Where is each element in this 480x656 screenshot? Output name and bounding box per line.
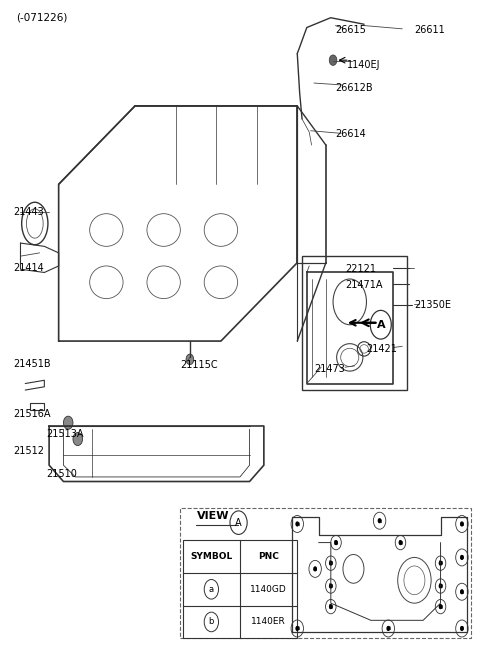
Text: VIEW: VIEW bbox=[197, 511, 229, 521]
Text: 21512: 21512 bbox=[13, 446, 44, 456]
Text: b: b bbox=[438, 583, 443, 589]
Circle shape bbox=[295, 626, 299, 631]
Text: 21350E: 21350E bbox=[414, 300, 451, 310]
Circle shape bbox=[295, 522, 299, 527]
Text: PNC: PNC bbox=[258, 552, 279, 561]
Circle shape bbox=[439, 604, 443, 609]
Text: 21443: 21443 bbox=[13, 207, 44, 216]
Circle shape bbox=[329, 55, 337, 66]
Text: 21421: 21421 bbox=[366, 344, 397, 354]
Text: 21516A: 21516A bbox=[13, 409, 51, 419]
Text: 1140ER: 1140ER bbox=[251, 617, 286, 626]
Text: a: a bbox=[460, 554, 464, 560]
Text: a: a bbox=[460, 521, 464, 527]
Text: b: b bbox=[398, 540, 403, 546]
Circle shape bbox=[460, 626, 464, 631]
Text: a: a bbox=[460, 588, 464, 595]
Circle shape bbox=[439, 560, 443, 565]
Bar bbox=[183, 541, 297, 638]
Text: b: b bbox=[329, 560, 333, 566]
Text: 21510: 21510 bbox=[47, 468, 78, 479]
Circle shape bbox=[398, 540, 402, 545]
Text: 26615: 26615 bbox=[336, 25, 366, 35]
Text: 21115C: 21115C bbox=[180, 359, 218, 369]
Text: a: a bbox=[295, 521, 300, 527]
Circle shape bbox=[334, 540, 338, 545]
Text: 26612B: 26612B bbox=[336, 83, 373, 92]
Text: b: b bbox=[438, 604, 443, 609]
Circle shape bbox=[460, 555, 464, 560]
Circle shape bbox=[460, 589, 464, 594]
Circle shape bbox=[63, 416, 73, 429]
Circle shape bbox=[313, 566, 317, 571]
Text: A: A bbox=[235, 518, 242, 527]
Text: a: a bbox=[209, 584, 214, 594]
Text: a: a bbox=[460, 625, 464, 632]
Text: b: b bbox=[438, 560, 443, 566]
Text: b: b bbox=[334, 540, 338, 546]
Text: SYMBOL: SYMBOL bbox=[190, 552, 232, 561]
Text: 22121: 22121 bbox=[345, 264, 376, 274]
Circle shape bbox=[329, 604, 333, 609]
Text: a: a bbox=[313, 566, 317, 572]
Text: 1140EJ: 1140EJ bbox=[348, 60, 381, 70]
Circle shape bbox=[329, 583, 333, 588]
Circle shape bbox=[378, 518, 382, 523]
Text: 21414: 21414 bbox=[13, 263, 44, 273]
Text: a: a bbox=[386, 625, 390, 632]
Circle shape bbox=[73, 432, 83, 445]
Circle shape bbox=[439, 583, 443, 588]
Text: b: b bbox=[329, 604, 333, 609]
Text: b: b bbox=[209, 617, 214, 626]
Text: 21473: 21473 bbox=[314, 364, 345, 374]
Circle shape bbox=[460, 522, 464, 527]
Text: 21471A: 21471A bbox=[345, 280, 383, 290]
Text: 26614: 26614 bbox=[336, 129, 366, 139]
Text: a: a bbox=[295, 625, 300, 632]
Circle shape bbox=[329, 560, 333, 565]
Text: A: A bbox=[376, 319, 385, 330]
Circle shape bbox=[386, 626, 390, 631]
Text: 21451B: 21451B bbox=[13, 359, 51, 369]
Text: (-071226): (-071226) bbox=[16, 12, 67, 23]
Text: 26611: 26611 bbox=[414, 25, 445, 35]
Text: 21513A: 21513A bbox=[47, 430, 84, 440]
Text: 1140GD: 1140GD bbox=[250, 584, 287, 594]
Text: a: a bbox=[377, 518, 382, 523]
Text: b: b bbox=[329, 583, 333, 589]
Circle shape bbox=[186, 354, 194, 365]
